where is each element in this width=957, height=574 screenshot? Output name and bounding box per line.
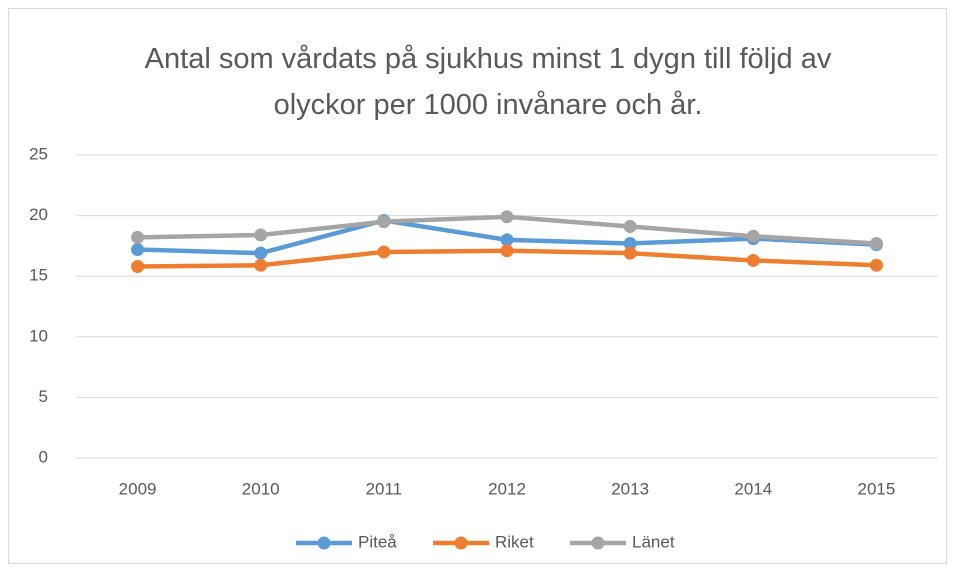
series-marker [623,236,637,250]
legend-marker [591,536,605,550]
x-tick-label: 2010 [242,479,280,498]
x-tick-label: 2009 [119,479,157,498]
series-marker [131,243,145,257]
series-marker [869,236,883,250]
series-marker [869,258,883,272]
x-tick-label: 2012 [488,479,526,498]
series-marker [131,230,145,244]
legend-label: Piteå [358,532,397,551]
legend-marker [454,536,468,550]
x-tick-label: 2015 [858,479,896,498]
y-tick-label: 5 [39,387,48,406]
chart-frame [8,8,947,564]
legend-label: Länet [632,532,675,551]
y-tick-label: 25 [29,144,48,163]
legend-marker [317,536,331,550]
x-tick-label: 2014 [734,479,772,498]
series-marker [377,215,391,229]
x-tick-label: 2011 [366,479,403,498]
series-marker [623,220,637,234]
series-marker [746,253,760,267]
series-marker [623,246,637,260]
series-marker [746,229,760,243]
series-marker [254,246,268,260]
series-marker [254,228,268,242]
y-tick-label: 0 [39,447,48,466]
x-tick-label: 2013 [611,479,649,498]
legend-label: Riket [495,532,534,551]
y-tick-label: 15 [29,266,48,285]
y-tick-label: 10 [29,326,48,345]
series-marker [500,233,514,247]
series-marker [254,258,268,272]
y-tick-label: 20 [29,205,48,224]
series-marker [500,210,514,224]
series-marker [377,245,391,259]
chart-title: Antal som vårdats på sjukhus minst 1 dyg… [144,43,832,121]
series-marker [500,244,514,258]
series-marker [131,260,145,274]
